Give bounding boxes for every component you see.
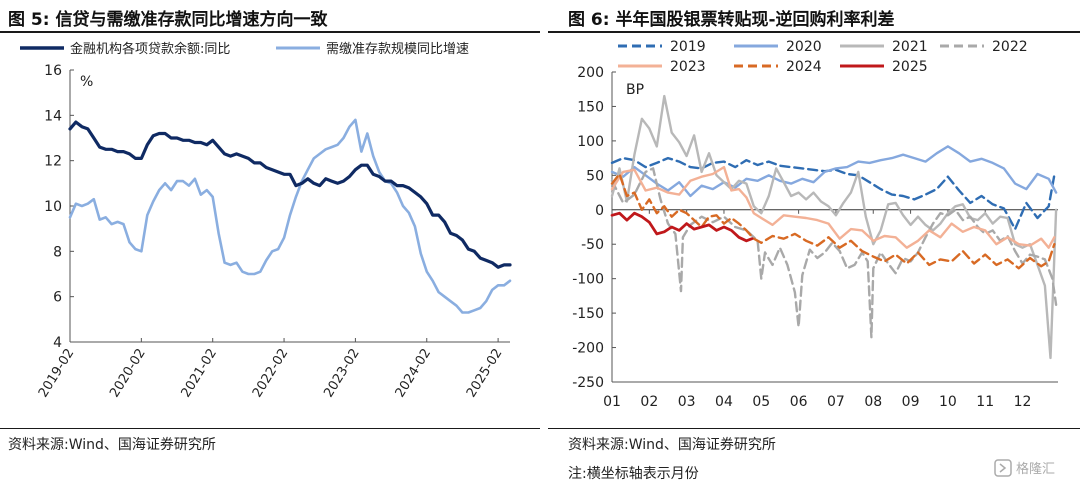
watermark-logo-mark bbox=[999, 463, 1007, 473]
left-y-tick-label: 14 bbox=[44, 108, 62, 124]
right-y-tick-label: -150 bbox=[572, 306, 604, 322]
right-legend-label-2020: 2020 bbox=[786, 39, 822, 55]
right-axis-note: 注:横坐标轴表示月份 bbox=[568, 466, 699, 482]
left-x-tick-label: 2022-02 bbox=[250, 346, 292, 400]
left-line-chart: 4 6 8 10 12 14 16% 2019-02 2020-02 2021-02 2022-02… bbox=[20, 41, 512, 400]
right-legend-label-2021: 2021 bbox=[892, 39, 928, 55]
right-legend-label-2023: 2023 bbox=[670, 59, 706, 75]
right-bottom-rule bbox=[548, 428, 1080, 429]
right-series-line-2020 bbox=[610, 145, 1058, 198]
right-source-text: 资料来源:Wind、国海证券研究所 bbox=[568, 437, 776, 453]
right-y-tick-label: 100 bbox=[577, 134, 604, 150]
watermark-text: 格隆汇 bbox=[1016, 461, 1055, 477]
right-series-line-2024 bbox=[610, 172, 1056, 270]
right-y-tick-label: 200 bbox=[577, 65, 604, 81]
left-x-tick-label: 2025-02 bbox=[464, 346, 506, 400]
left-y-tick-label: 10 bbox=[44, 199, 62, 215]
right-legend-label-2024: 2024 bbox=[786, 59, 822, 75]
right-y-tick-label: 0 bbox=[595, 203, 604, 219]
left-series-line-2 bbox=[68, 118, 512, 314]
watermark-logo: 格隆汇 bbox=[994, 459, 1055, 477]
right-series-line-2021 bbox=[610, 94, 1058, 360]
left-y-tick-label: 16 bbox=[44, 63, 62, 79]
left-series-line-1 bbox=[68, 120, 512, 269]
left-legend-label-1: 金融机构各项贷款余额:同比 bbox=[70, 41, 230, 57]
right-x-tick-label: 07 bbox=[827, 394, 845, 410]
right-x-tick-label: 05 bbox=[752, 394, 770, 410]
right-y-tick-label: 150 bbox=[577, 99, 604, 115]
right-y-tick-label: -250 bbox=[572, 375, 604, 391]
right-figure-title: 图 6: 半年国股银票转贴现-逆回购利率利差 bbox=[568, 10, 895, 30]
left-x-tick-label: 2019-02 bbox=[36, 346, 78, 400]
left-x-tick-label: 2023-02 bbox=[321, 346, 363, 400]
left-x-tick-label: 2021-02 bbox=[179, 346, 221, 400]
right-y-tick-label: -100 bbox=[572, 272, 604, 288]
right-x-tick-label: 08 bbox=[864, 394, 882, 410]
left-figure-title: 图 5: 信贷与需缴准存款同比增速方向一致 bbox=[8, 10, 328, 30]
left-unit-label: % bbox=[80, 74, 93, 90]
right-x-tick-label: 10 bbox=[939, 394, 957, 410]
right-figure-panel: 图 6: 半年国股银票转贴现-逆回购利率利差 -250 -200 -150 -100 -… bbox=[548, 0, 1080, 484]
left-figure-panel: 图 5: 信贷与需缴准存款同比增速方向一致 4 6 8 10 12 14 16% 2019-0… bbox=[0, 10, 540, 453]
right-series-line-2019 bbox=[610, 156, 1056, 231]
right-y-tick-label: -50 bbox=[581, 237, 604, 253]
left-y-tick-label: 4 bbox=[53, 335, 62, 351]
right-x-tick-label: 04 bbox=[715, 394, 733, 410]
right-legend-label-2025: 2025 bbox=[892, 59, 928, 75]
right-y-tick-label: 50 bbox=[586, 168, 604, 184]
left-legend-label-2: 需缴准存款规模同比增速 bbox=[326, 42, 469, 57]
right-legend-label-2019: 2019 bbox=[670, 39, 706, 55]
left-source-text: 资料来源:Wind、国海证券研究所 bbox=[8, 437, 216, 453]
right-x-tick-label: 02 bbox=[640, 394, 658, 410]
left-y-tick-label: 12 bbox=[44, 154, 62, 170]
right-title-rule bbox=[548, 31, 1080, 33]
left-bottom-rule bbox=[0, 428, 540, 429]
right-x-tick-label: 06 bbox=[790, 394, 808, 410]
left-x-tick-label: 2024-02 bbox=[393, 346, 435, 400]
right-series-line-2023 bbox=[610, 165, 1056, 249]
right-x-tick-label: 01 bbox=[603, 394, 621, 410]
right-series-line-2025 bbox=[610, 211, 754, 243]
right-legend-label-2022: 2022 bbox=[992, 39, 1028, 55]
right-x-tick-label: 12 bbox=[1014, 394, 1032, 410]
right-y-tick-label: -200 bbox=[572, 341, 604, 357]
right-unit-label: BP bbox=[626, 82, 644, 98]
left-title-rule bbox=[0, 31, 540, 33]
left-x-tick-label: 2020-02 bbox=[107, 346, 149, 400]
right-x-tick-label: 03 bbox=[678, 394, 696, 410]
watermark-logo-icon bbox=[994, 459, 1012, 477]
right-x-tick-label: 11 bbox=[976, 394, 994, 410]
left-y-tick-label: 6 bbox=[53, 290, 62, 306]
left-y-tick-label: 8 bbox=[53, 244, 62, 260]
right-x-tick-label: 09 bbox=[902, 394, 920, 410]
